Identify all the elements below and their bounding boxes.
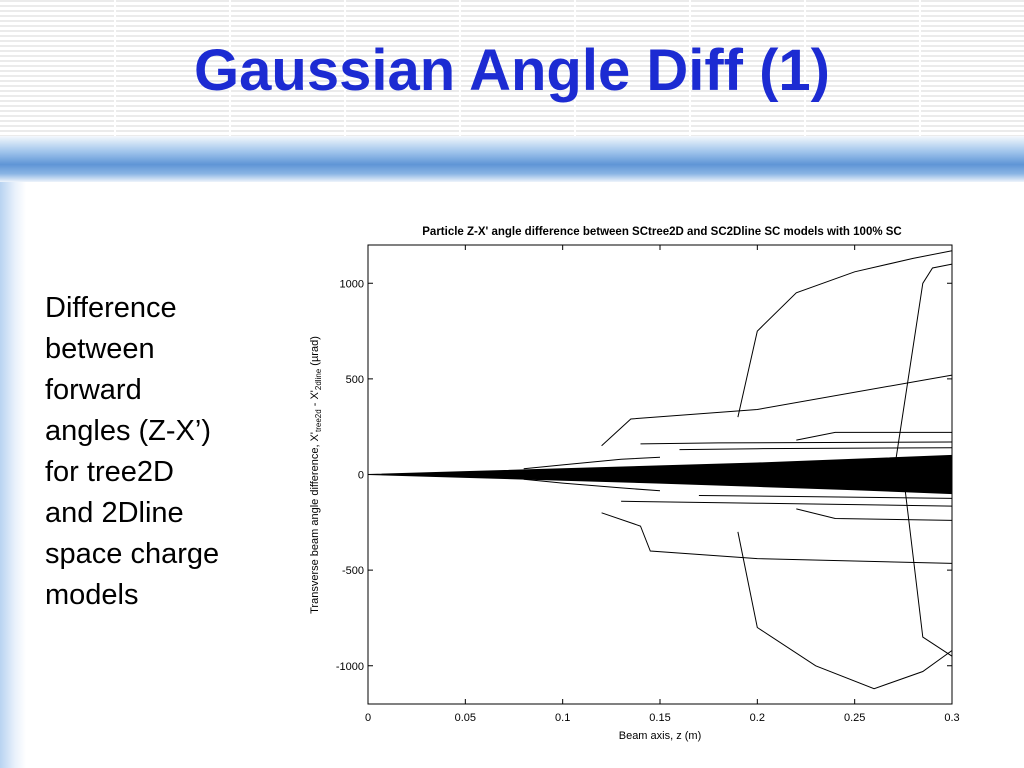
header-divider (229, 0, 231, 136)
series-line (621, 500, 953, 507)
x-tick-label: 0 (365, 712, 371, 724)
series-line (679, 447, 953, 451)
x-tick-label: 0.15 (649, 712, 670, 724)
series-line (796, 508, 953, 521)
x-tick-label: 0.25 (844, 712, 865, 724)
slide-title: Gaussian Angle Diff (1) (194, 38, 830, 103)
body-text: Difference between forward angles (Z-X’)… (45, 288, 275, 616)
body-text-line: between (45, 333, 155, 365)
left-edge-decoration (0, 182, 26, 768)
series-line (601, 512, 953, 564)
body-text-line: models (45, 579, 139, 611)
series-line (737, 250, 953, 418)
series-line (640, 441, 953, 445)
series-line (893, 263, 953, 475)
y-axis-label: Transverse beam angle difference, X'tree… (309, 336, 323, 614)
body-text-line: forward (45, 374, 142, 406)
body-text-line: space charge (45, 538, 220, 570)
x-axis-label: Beam axis, z (m) (619, 730, 702, 742)
header-divider (459, 0, 461, 136)
header-divider (344, 0, 346, 136)
body-text-line: and 2Dline (45, 497, 184, 529)
chart-title: Particle Z-X' angle difference between S… (422, 226, 902, 238)
series-line (523, 456, 661, 470)
header-band (0, 0, 1024, 136)
body-text-line: angles (Z-X’) (45, 415, 211, 447)
header-divider (919, 0, 921, 136)
header-divider (574, 0, 576, 136)
header-rule (0, 136, 1024, 182)
y-tick-label: -1000 (336, 661, 364, 673)
x-tick-label: 0.2 (750, 712, 765, 724)
series-line (902, 474, 953, 657)
y-tick-label: 0 (358, 470, 364, 482)
body-text-line: Difference (45, 292, 177, 324)
y-tick-label: 500 (346, 374, 364, 386)
series-line (737, 531, 953, 690)
header-divider (689, 0, 691, 136)
series-line (523, 478, 661, 492)
x-tick-label: 0.05 (455, 712, 476, 724)
x-tick-label: 0.3 (944, 712, 959, 724)
series-line (601, 374, 953, 447)
y-tick-label: 1000 (340, 278, 364, 290)
header-divider (804, 0, 806, 136)
body-text-line: for tree2D (45, 456, 174, 488)
y-tick-label: -500 (342, 565, 364, 577)
series-line (796, 431, 952, 441)
x-tick-label: 0.1 (555, 712, 570, 724)
series-line (698, 495, 953, 499)
header-divider (114, 0, 116, 136)
